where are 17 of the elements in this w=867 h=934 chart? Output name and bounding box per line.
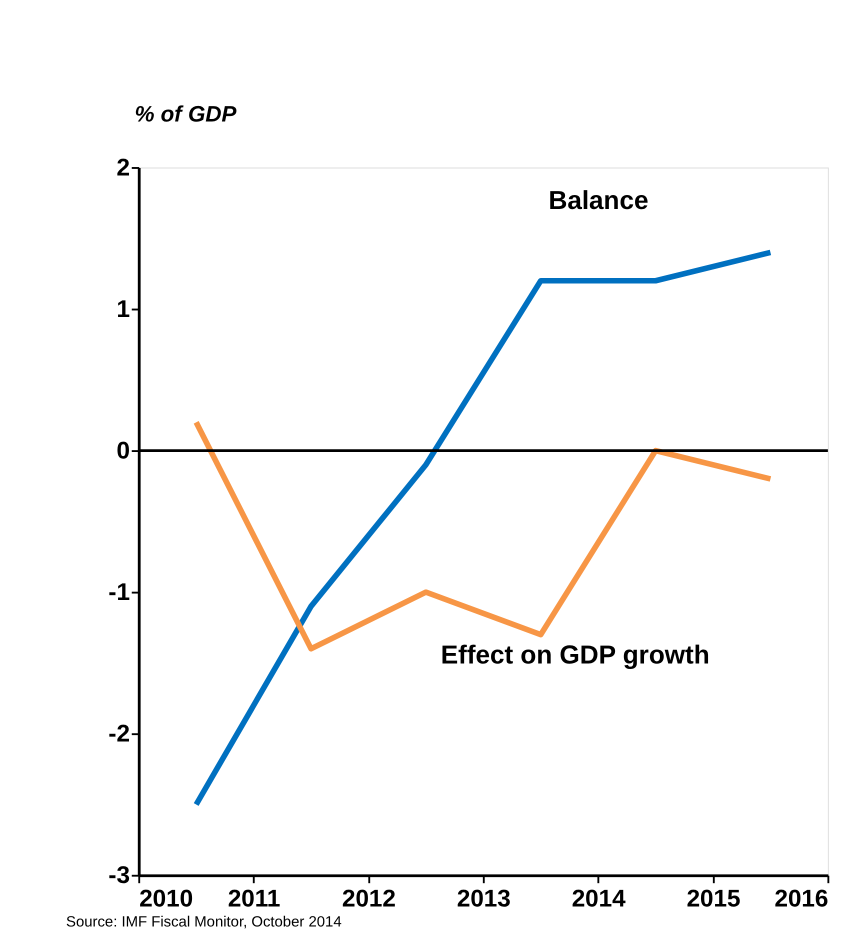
x-tick-label: 2014 xyxy=(572,885,626,912)
x-tick-label: 2015 xyxy=(686,885,740,912)
y-axis-title: % of GDP xyxy=(134,101,236,126)
y-tick-label: 1 xyxy=(116,296,130,323)
x-tick-label: 2010 xyxy=(139,885,194,912)
x-tick-label: 2013 xyxy=(456,885,511,912)
y-tick-label: -3 xyxy=(108,862,130,890)
source-note: Source: IMF Fiscal Monitor, October 2014 xyxy=(66,914,342,930)
series-label: Effect on GDP growth xyxy=(440,639,710,670)
x-tick-label: 2011 xyxy=(228,885,280,912)
y-tick-label: -1 xyxy=(108,579,130,606)
y-tick-label: 0 xyxy=(116,438,130,465)
x-tick-label: 2016 xyxy=(774,885,828,912)
y-tick-label: -2 xyxy=(108,720,130,748)
text: Balance xyxy=(548,185,648,216)
x-tick-label: 2012 xyxy=(342,885,396,912)
y-tick-label: 2 xyxy=(116,154,130,182)
